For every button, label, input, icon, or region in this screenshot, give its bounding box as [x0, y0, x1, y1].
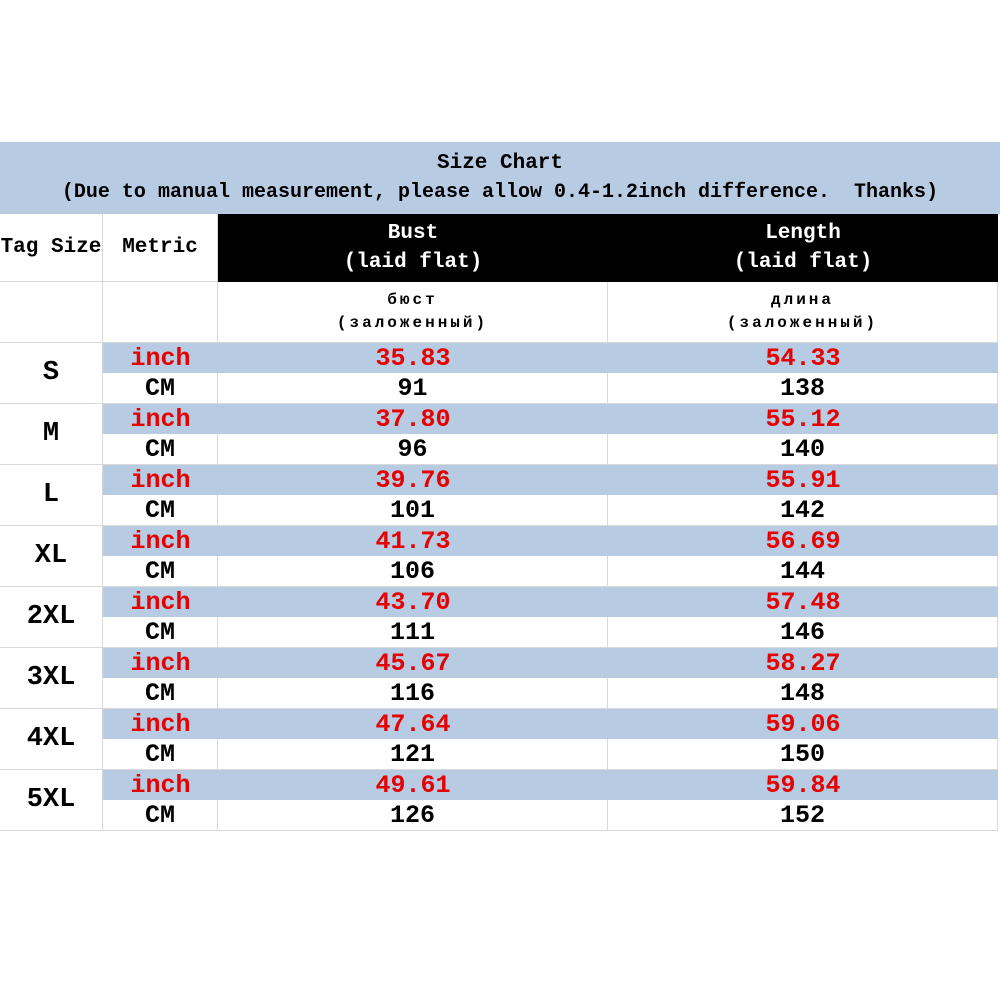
size-label: 4XL — [0, 709, 103, 770]
size-row-group-3xl: 3XL inch 45.67 58.27 CM 116 148 — [0, 648, 998, 709]
bust-inch-value: 45.67 — [218, 648, 608, 678]
unit-label-inch: inch — [103, 587, 218, 617]
subheader-bust-ru-line1: бюст — [387, 291, 438, 309]
unit-label-inch: inch — [103, 526, 218, 556]
length-cm-value: 138 — [608, 373, 998, 404]
length-inch-value: 54.33 — [608, 343, 998, 373]
col-header-metric: Metric — [103, 214, 218, 282]
col-header-length-line1: Length — [765, 222, 841, 245]
length-inch-value: 55.12 — [608, 404, 998, 434]
size-label: 3XL — [0, 648, 103, 709]
unit-label-inch: inch — [103, 648, 218, 678]
subheader-length-ru-line2: (заложенный) — [726, 314, 879, 332]
bust-inch-value: 39.76 — [218, 465, 608, 495]
subheader-length-ru: длина (заложенный) — [608, 282, 998, 343]
length-cm-value: 152 — [608, 800, 998, 831]
bust-cm-value: 106 — [218, 556, 608, 587]
title-band: Size Chart (Due to manual measurement, p… — [0, 142, 1000, 214]
unit-label-cm: CM — [103, 739, 218, 770]
length-cm-value: 148 — [608, 678, 998, 709]
size-label: XL — [0, 526, 103, 587]
bust-inch-value: 35.83 — [218, 343, 608, 373]
measurement-note: (Due to manual measurement, please allow… — [61, 180, 939, 204]
size-label: M — [0, 404, 103, 465]
bust-inch-value: 47.64 — [218, 709, 608, 739]
unit-label-cm: CM — [103, 617, 218, 648]
unit-label-inch: inch — [103, 343, 218, 373]
size-row-group-s: S inch 35.83 54.33 CM 91 138 — [0, 343, 998, 404]
size-row-group-5xl: 5XL inch 49.61 59.84 CM 126 152 — [0, 770, 998, 831]
col-header-bust: Bust (laid flat) — [218, 214, 608, 282]
bust-inch-value: 43.70 — [218, 587, 608, 617]
bust-inch-value: 49.61 — [218, 770, 608, 800]
bust-cm-value: 91 — [218, 373, 608, 404]
length-cm-value: 150 — [608, 739, 998, 770]
bust-inch-value: 41.73 — [218, 526, 608, 556]
length-inch-value: 58.27 — [608, 648, 998, 678]
bust-cm-value: 96 — [218, 434, 608, 465]
length-inch-value: 57.48 — [608, 587, 998, 617]
bust-cm-value: 126 — [218, 800, 608, 831]
unit-label-inch: inch — [103, 709, 218, 739]
length-cm-value: 142 — [608, 495, 998, 526]
col-header-bust-line1: Bust — [387, 222, 439, 245]
subheader-length-ru-line1: длина — [770, 291, 834, 309]
size-label: 2XL — [0, 587, 103, 648]
unit-label-cm: CM — [103, 800, 218, 831]
size-row-group-l: L inch 39.76 55.91 CM 101 142 — [0, 465, 998, 526]
size-table: Tag Size Metric Bust (laid flat) Length … — [0, 214, 998, 831]
unit-label-cm: CM — [103, 556, 218, 587]
subheader-bust-ru: бюст (заложенный) — [218, 282, 608, 343]
unit-label-cm: CM — [103, 373, 218, 404]
empty-cell — [0, 282, 103, 343]
subheader-bust-ru-line2: (заложенный) — [336, 314, 489, 332]
col-header-bust-line2: (laid flat) — [343, 251, 483, 274]
bust-inch-value: 37.80 — [218, 404, 608, 434]
size-row-group-m: M inch 37.80 55.12 CM 96 140 — [0, 404, 998, 465]
length-inch-value: 55.91 — [608, 465, 998, 495]
unit-label-cm: CM — [103, 678, 218, 709]
unit-label-cm: CM — [103, 495, 218, 526]
size-chart-title: Size Chart — [436, 151, 564, 175]
size-row-group-xl: XL inch 41.73 56.69 CM 106 144 — [0, 526, 998, 587]
bust-cm-value: 111 — [218, 617, 608, 648]
col-header-length-line2: (laid flat) — [733, 251, 873, 274]
length-inch-value: 59.84 — [608, 770, 998, 800]
bust-cm-value: 116 — [218, 678, 608, 709]
length-cm-value: 144 — [608, 556, 998, 587]
size-label: S — [0, 343, 103, 404]
size-label: L — [0, 465, 103, 526]
unit-label-inch: inch — [103, 404, 218, 434]
empty-cell — [103, 282, 218, 343]
col-header-tag-size: Tag Size — [0, 214, 103, 282]
unit-label-inch: inch — [103, 465, 218, 495]
size-row-group-2xl: 2XL inch 43.70 57.48 CM 111 146 — [0, 587, 998, 648]
unit-label-inch: inch — [103, 770, 218, 800]
length-inch-value: 59.06 — [608, 709, 998, 739]
table-header: Tag Size Metric Bust (laid flat) Length … — [0, 214, 998, 343]
size-row-group-4xl: 4XL inch 47.64 59.06 CM 121 150 — [0, 709, 998, 770]
length-cm-value: 146 — [608, 617, 998, 648]
bust-cm-value: 101 — [218, 495, 608, 526]
unit-label-cm: CM — [103, 434, 218, 465]
length-inch-value: 56.69 — [608, 526, 998, 556]
bust-cm-value: 121 — [218, 739, 608, 770]
size-label: 5XL — [0, 770, 103, 831]
col-header-length: Length (laid flat) — [608, 214, 998, 282]
length-cm-value: 140 — [608, 434, 998, 465]
